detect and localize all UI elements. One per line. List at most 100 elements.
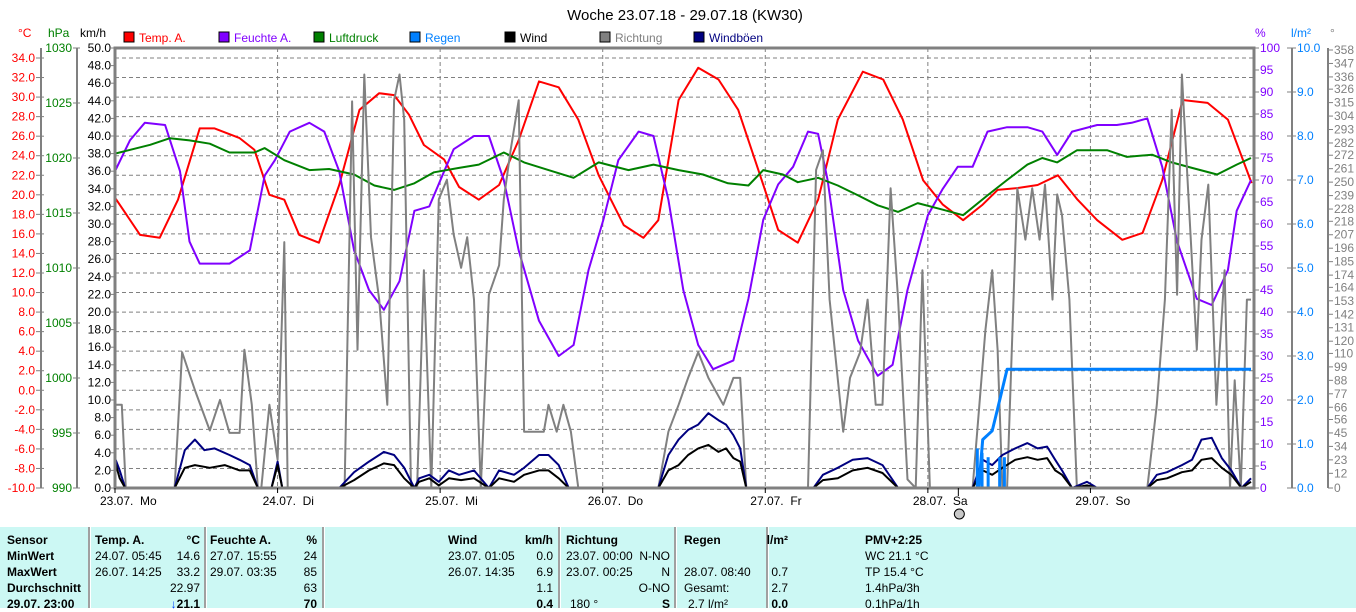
direction-axis-unit: ° — [1330, 26, 1335, 40]
direction-axis-tick-label: 218 — [1334, 214, 1354, 228]
rain-total: 2.7 — [771, 581, 788, 595]
wind-axis-tick-label: 40.0 — [88, 129, 112, 143]
direction-max: N — [661, 565, 670, 579]
humidity-axis-tick-label: 75 — [1260, 151, 1274, 165]
pressure-trend-1h: 0.1hPa/1h — [865, 597, 920, 611]
humidity-avg: 63 — [303, 581, 317, 595]
wind-max-time: 26.07. 14:35 — [448, 565, 515, 579]
rain-axis-tick-label: 6.0 — [1297, 217, 1314, 231]
wind-axis-tick-label: 28.0 — [88, 235, 112, 249]
humidity-current: 70 — [303, 597, 317, 611]
direction-axis-tick-label: 174 — [1334, 268, 1354, 282]
direction-axis-tick-label: 45 — [1334, 426, 1348, 440]
humidity-axis-tick-label: 65 — [1260, 195, 1274, 209]
axis-unit-labels: °C hPa km/h % l/m² ° — [18, 26, 1335, 40]
rain-axis-unit: l/m² — [1291, 26, 1311, 40]
direction-axis-tick-label: 304 — [1334, 109, 1354, 123]
temp-axis-tick-label: 4.0 — [18, 344, 35, 358]
legend-label: Temp. A. — [139, 31, 186, 45]
series-temp-a-line — [114, 66, 1253, 244]
pressure-trend-3h: 1.4hPa/3h — [865, 581, 920, 595]
temp-axis-tick-label: -10.0 — [8, 481, 36, 495]
rain-axis-tick-label: 0.0 — [1297, 481, 1314, 495]
direction-axis-tick-label: 34 — [1334, 439, 1348, 453]
rain-axis-tick-label: 7.0 — [1297, 173, 1314, 187]
pressure-axis-tick-label: 1000 — [45, 371, 72, 385]
wind-axis-tick-label: 36.0 — [88, 164, 112, 178]
humidity-axis-tick-label: 15 — [1260, 415, 1274, 429]
temp-axis-tick-label: 26.0 — [12, 129, 36, 143]
series-richtung-line — [115, 73, 1251, 489]
wind-axis-tick-label: 18.0 — [88, 323, 112, 337]
rain-axis-tick-label: 3.0 — [1297, 349, 1314, 363]
temp-axis-tick-label: 6.0 — [18, 325, 35, 339]
wind-header: Wind — [448, 533, 478, 547]
sensor-header: Sensor — [7, 533, 48, 547]
wind-avg: 1.1 — [536, 581, 553, 595]
rain-unit: l/m² — [766, 533, 788, 547]
temp-max: 33.2 — [176, 565, 200, 579]
direction-axis-tick-label: 153 — [1334, 294, 1354, 308]
humidity-axis-tick-label: 60 — [1260, 217, 1274, 231]
temp-min-time: 24.07. 05:45 — [95, 549, 162, 563]
temp-axis-tick-label: 32.0 — [12, 71, 36, 85]
humidity-axis-tick-label: 90 — [1260, 85, 1274, 99]
wind-axis-tick-label: 22.0 — [88, 287, 112, 301]
humidity-axis-tick-label: 30 — [1260, 349, 1274, 363]
humidity-axis-tick-label: 5 — [1260, 459, 1267, 473]
pmv-value: PMV+2:25 — [865, 533, 923, 547]
direction-axis-tick-label: 293 — [1334, 123, 1354, 137]
direction-axis-tick-label: 347 — [1334, 56, 1354, 70]
direction-axis-tick-label: 196 — [1334, 241, 1354, 255]
rain-current-total: 2.7 l/m² — [688, 597, 729, 611]
wind-max: 6.9 — [536, 565, 553, 579]
pressure-axis-tick-label: 1005 — [45, 316, 72, 330]
legend-label: Feuchte A. — [234, 31, 291, 45]
temp-axis-tick-label: 28.0 — [12, 110, 36, 124]
legend-swatch — [693, 31, 705, 43]
direction-avg: O-NO — [638, 581, 670, 595]
moon-phase-icon — [953, 508, 965, 520]
legend-swatch — [504, 31, 516, 43]
direction-axis-tick-label: 99 — [1334, 360, 1348, 374]
direction-axis-tick-label: 131 — [1334, 321, 1354, 335]
wind-axis-tick-label: 2.0 — [94, 463, 111, 477]
rain-current: 0.0 — [771, 597, 788, 611]
temp-axis-tick-label: 22.0 — [12, 168, 36, 182]
legend-label: Richtung — [615, 31, 662, 45]
legend-label: Wind — [520, 31, 547, 45]
wind-axis-tick-label: 38.0 — [88, 147, 112, 161]
humidity-axis-tick-label: 25 — [1260, 371, 1274, 385]
wind-axis-unit: km/h — [80, 26, 106, 40]
axes: 34.0 32.0 30.0 28.0 26.0 24.0 22.0 20.0 18.0 16.0… — [8, 41, 1355, 495]
humidity-axis-tick-label: 35 — [1260, 327, 1274, 341]
legend-swatch — [218, 31, 230, 43]
temp-min: 14.6 — [176, 549, 200, 563]
direction-axis-tick-label: 250 — [1334, 175, 1354, 189]
temp-axis-tick-label: 30.0 — [12, 90, 36, 104]
humidity-axis-tick-label: 50 — [1260, 261, 1274, 275]
wind-axis-tick-label: 26.0 — [88, 252, 112, 266]
humidity-max: 85 — [303, 565, 317, 579]
direction-axis-tick-label: 185 — [1334, 255, 1354, 269]
temp-axis-tick-label: -4.0 — [14, 422, 35, 436]
humidity-max-time: 29.07. 03:35 — [210, 565, 277, 579]
direction-axis-tick-label: 56 — [1334, 412, 1348, 426]
legend-label: Luftdruck — [329, 31, 379, 45]
rain-max: 0.7 — [771, 565, 788, 579]
day-label: 25.07. Mi — [425, 494, 478, 508]
legend-label: Windböen — [709, 31, 763, 45]
day-labels: 23.07. Mo 24.07. Di 25.07. Mi 26.07. Do 27.0… — [100, 488, 1130, 520]
temp-axis-tick-label: -8.0 — [14, 461, 35, 475]
grid — [115, 48, 1253, 488]
rain-axis-tick-label: 2.0 — [1297, 393, 1314, 407]
direction-axis-tick-label: 164 — [1334, 280, 1354, 294]
temp-axis-tick-label: 10.0 — [12, 286, 36, 300]
wind-axis-tick-label: 42.0 — [88, 111, 112, 125]
dewpoint-value: TP 15.4 °C — [865, 565, 924, 579]
pressure-axis-tick-label: 1020 — [45, 151, 72, 165]
direction-axis-tick-label: 326 — [1334, 82, 1354, 96]
wind-axis-tick-label: 34.0 — [88, 182, 112, 196]
wind-axis-tick-label: 14.0 — [88, 358, 112, 372]
wind-axis-tick-label: 20.0 — [88, 305, 112, 319]
